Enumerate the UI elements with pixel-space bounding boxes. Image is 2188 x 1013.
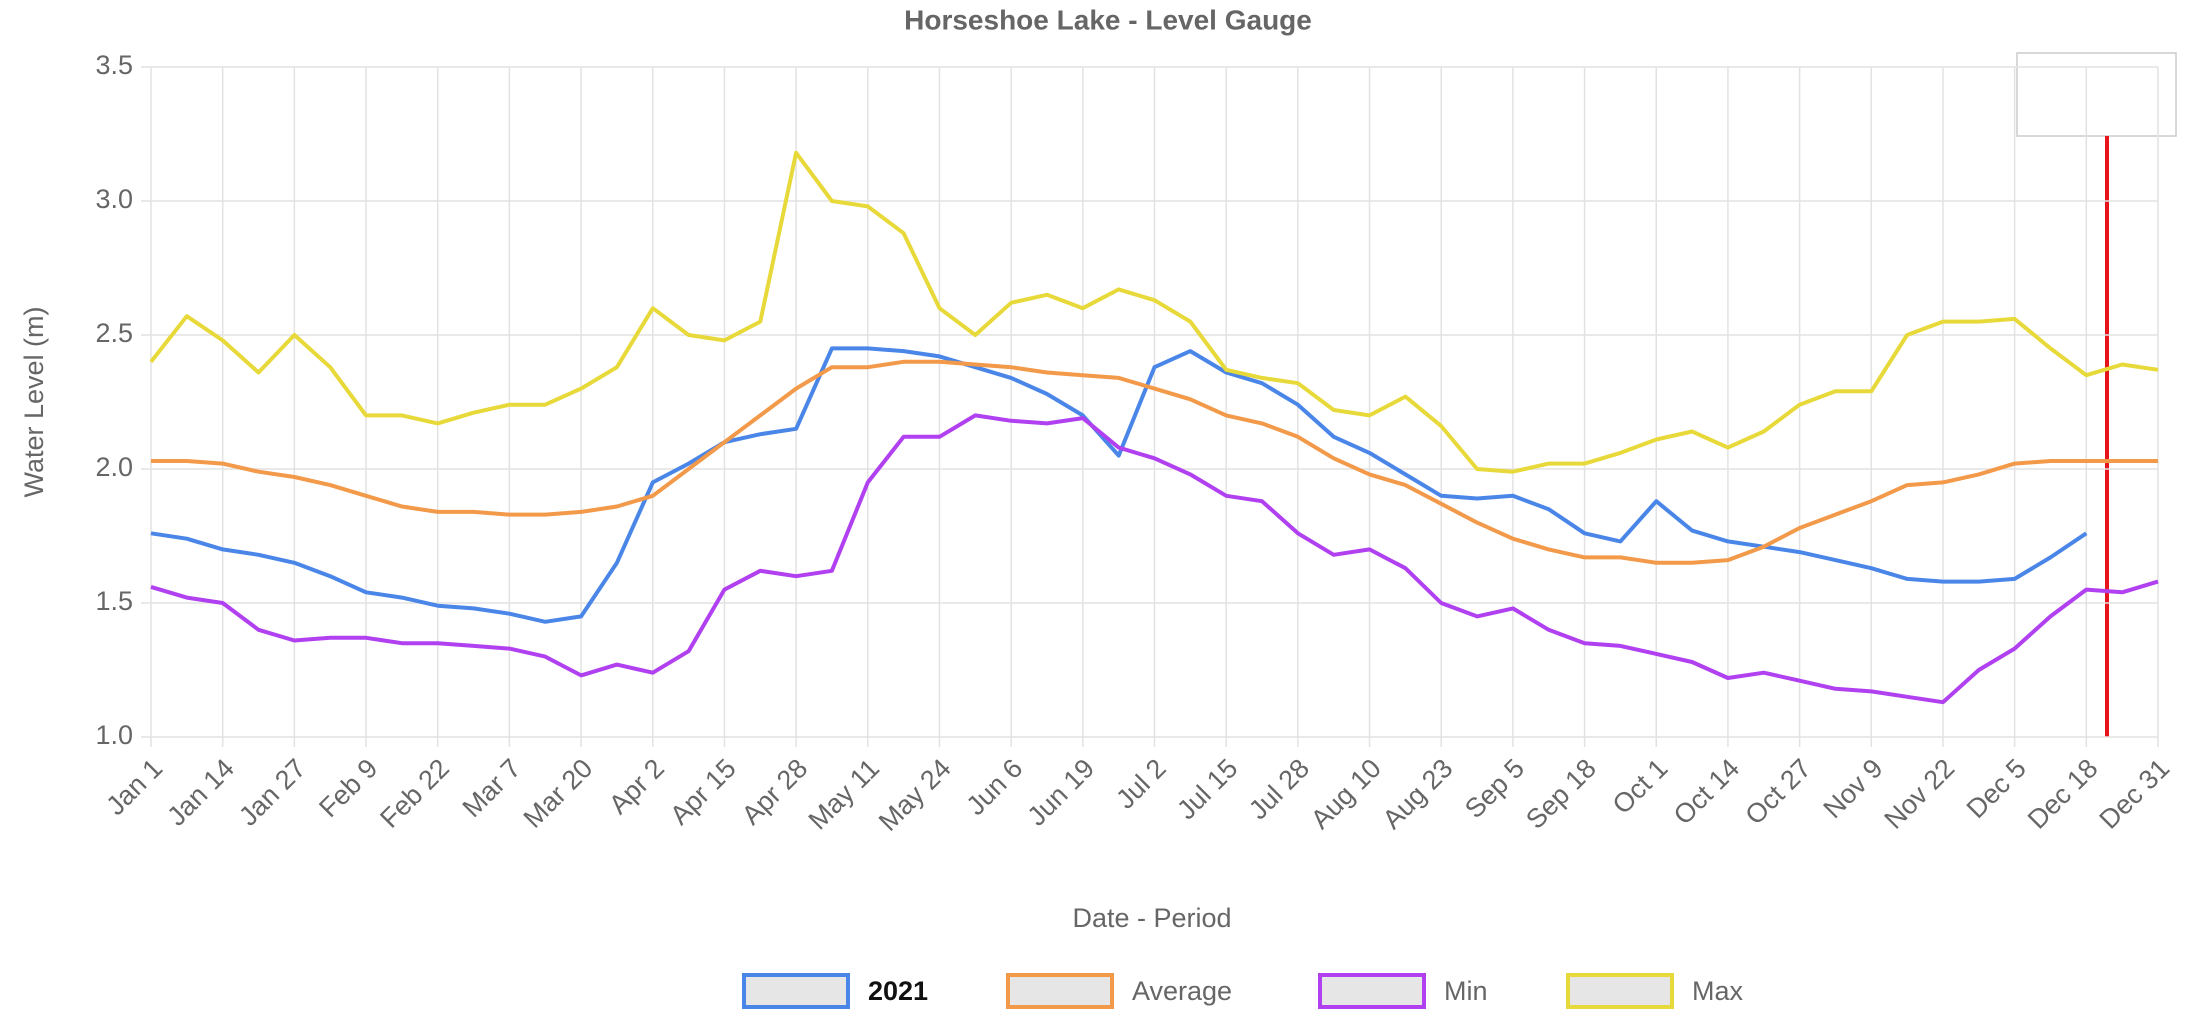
legend-swatch [1566,973,1674,1009]
line-series [150,346,2088,624]
tooltip-box [2016,52,2177,137]
x-tick-label: Apr 2 [603,753,670,820]
y-tick-label: 2.5 [95,318,133,348]
y-axis-label: Water Level (m) [19,306,49,497]
x-tick-label: May 24 [873,753,957,837]
x-tick-label: Oct 14 [1668,753,1745,830]
x-tick-label: Aug 10 [1305,753,1387,835]
legend-label: Min [1444,976,1488,1006]
y-tick-label: 1.5 [95,586,133,616]
x-tick-label: Aug 23 [1377,753,1459,835]
legend-swatch [1006,973,1114,1009]
legend-label: Max [1692,976,1744,1006]
y-tick-label: 1.0 [95,720,133,750]
line-series [151,359,2158,565]
x-tick-label: Feb 22 [374,753,455,834]
line-series [150,413,2159,705]
x-tick-label: Jul 2 [1110,753,1172,815]
x-tick-label: Sep 18 [1520,753,1602,835]
x-tick-label: Dec 18 [2022,753,2104,835]
x-tick-label: Jul 28 [1243,753,1315,825]
x-tick-label: Apr 15 [664,753,741,830]
line-series [149,150,2159,474]
y-tick-label: 3.5 [95,50,133,80]
x-tick-label: Jan 1 [100,753,168,821]
x-tick-label: Jun 19 [1022,753,1101,832]
x-tick-label: Apr 28 [736,753,813,830]
x-tick-label: May 11 [803,753,885,835]
legend-swatch [1318,973,1426,1009]
x-tick-label: Jan 14 [161,753,240,832]
x-tick-label: Jan 27 [233,753,312,832]
x-axis-label: Date - Period [1072,903,1231,933]
chart-title: Horseshoe Lake - Level Gauge [904,4,1312,35]
x-tick-label: Jul 15 [1171,753,1243,825]
x-tick-label: Feb 9 [313,753,383,823]
x-tick-label: Oct 27 [1739,753,1816,830]
x-tick-label: Jun 6 [960,753,1028,821]
y-tick-label: 2.0 [95,452,133,482]
x-tick-label: Oct 1 [1607,753,1674,820]
legend-swatch [742,973,850,1009]
x-tick-label: Mar 20 [518,753,599,834]
x-tick-label: Mar 7 [457,753,527,823]
legend-label: 2021 [868,976,928,1006]
legend-label: Average [1132,976,1232,1006]
x-tick-label: Nov 22 [1879,753,1961,835]
x-tick-label: Dec 31 [2094,753,2176,835]
y-tick-label: 3.0 [95,184,133,214]
